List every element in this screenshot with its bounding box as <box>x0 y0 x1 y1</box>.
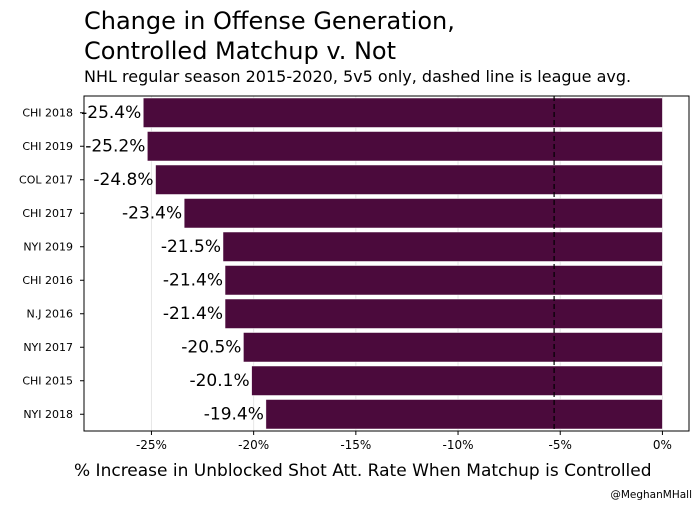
x-tick-label: -15% <box>340 438 371 452</box>
bar <box>183 198 663 229</box>
bar <box>155 164 663 195</box>
bar <box>222 231 663 262</box>
data-label: -20.5% <box>181 337 241 357</box>
chart-title-line-2: Controlled Matchup v. Not <box>84 37 396 65</box>
x-tick-label: -25% <box>136 438 167 452</box>
data-label: -23.4% <box>122 203 182 223</box>
category-label: CHI 2017 <box>22 207 73 220</box>
category-label: CHI 2016 <box>22 274 73 287</box>
x-tick-label: -5% <box>549 438 572 452</box>
category-label: COL 2017 <box>19 173 73 186</box>
x-tick-label: 0% <box>653 438 672 452</box>
bar <box>143 97 663 128</box>
chart-title: Change in Offense Generation, Controlled… <box>84 6 455 66</box>
bar <box>147 131 663 162</box>
data-label: -19.4% <box>204 404 264 424</box>
data-labels: -25.4% -25.2% -24.8% -23.4% -21.5% -21.4% -21.… <box>81 103 264 425</box>
bar <box>251 365 663 396</box>
x-tick-label: -20% <box>238 438 269 452</box>
data-label: -21.4% <box>163 270 223 290</box>
chart-title-line-1: Change in Offense Generation, <box>84 7 455 35</box>
bar <box>243 332 663 363</box>
data-label: -20.1% <box>189 371 249 391</box>
plot-frame <box>83 95 690 432</box>
bar <box>224 298 663 329</box>
data-label: -25.2% <box>85 136 145 156</box>
data-label: -25.4% <box>81 103 141 123</box>
category-label: NYI 2017 <box>23 341 73 354</box>
x-axis-label: % Increase in Unblocked Shot Att. Rate W… <box>74 461 652 481</box>
bars <box>143 97 663 430</box>
author-credit: @MeghanMHall <box>610 489 692 501</box>
category-labels: CHI 2018 CHI 2019 COL 2017 CHI 2017 NYI 2019… <box>19 106 84 421</box>
chart-subtitle: NHL regular season 2015-2020, 5v5 only, … <box>84 67 632 86</box>
x-axis-ticks: -25% -20% -15% -10% -5% 0% <box>136 431 672 452</box>
category-label: CHI 2018 <box>22 106 73 119</box>
category-label: N.J 2016 <box>27 307 73 320</box>
data-label: -21.5% <box>161 237 221 257</box>
data-label: -24.8% <box>93 170 153 190</box>
category-label: NYI 2018 <box>23 408 73 421</box>
category-label: CHI 2015 <box>22 374 73 387</box>
bar <box>224 265 663 296</box>
bar <box>265 399 663 430</box>
data-label: -21.4% <box>163 304 223 324</box>
x-tick-label: -10% <box>443 438 474 452</box>
category-label: CHI 2019 <box>22 140 73 153</box>
category-label: NYI 2019 <box>23 240 73 253</box>
